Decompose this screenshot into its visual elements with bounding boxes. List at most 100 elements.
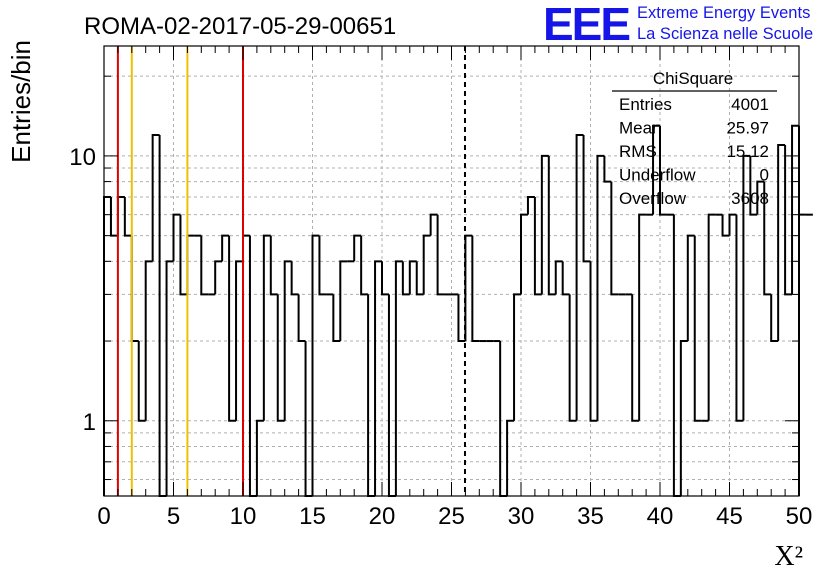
histogram-bin bbox=[165, 260, 174, 496]
x-tick-label: 20 bbox=[369, 503, 396, 530]
histogram-bin bbox=[262, 234, 271, 421]
histogram-bin bbox=[130, 235, 139, 343]
histogram-bin bbox=[242, 234, 250, 262]
stats-row-value: 25.97 bbox=[726, 119, 769, 138]
stats-row-label: Entries bbox=[619, 95, 672, 114]
histogram-bin bbox=[686, 234, 695, 342]
x-tick-label: 45 bbox=[716, 503, 743, 530]
x-tick-label: 30 bbox=[508, 503, 535, 530]
histogram-bin bbox=[200, 235, 209, 296]
stats-row-label: Underflow bbox=[619, 166, 696, 185]
x-tick-label: 40 bbox=[647, 503, 674, 530]
y-tick-label: 10 bbox=[69, 144, 96, 171]
histogram-bin bbox=[137, 341, 146, 422]
histogram-bin bbox=[652, 124, 660, 215]
histogram-bin bbox=[672, 214, 681, 497]
histogram-bin bbox=[221, 234, 230, 262]
x-tick-label: 50 bbox=[786, 503, 813, 530]
histogram-bin bbox=[248, 235, 257, 497]
histogram-bin bbox=[798, 125, 806, 216]
stats-row-value: 3608 bbox=[731, 189, 769, 208]
histogram-bin bbox=[735, 214, 744, 422]
histogram-bin bbox=[784, 144, 793, 296]
logo-mark: EEE bbox=[543, 0, 629, 50]
histogram-bin bbox=[679, 340, 688, 496]
histogram-bin bbox=[297, 294, 306, 343]
histogram-bin bbox=[520, 213, 528, 295]
histogram-bin bbox=[353, 234, 362, 262]
histogram-bin bbox=[533, 196, 542, 296]
axis-ticks bbox=[103, 46, 800, 496]
histogram-bin bbox=[179, 214, 188, 296]
histogram-bin bbox=[158, 134, 167, 497]
histogram-bin bbox=[408, 260, 417, 295]
histogram-bin bbox=[144, 260, 153, 421]
histogram-bin bbox=[186, 234, 195, 295]
histogram-bin bbox=[589, 261, 598, 422]
stats-row-label: Mean bbox=[619, 119, 662, 138]
histogram-bin bbox=[360, 235, 369, 296]
histogram-bin bbox=[387, 294, 396, 497]
stats-rows: Entries 4001 Mean 25.97 RMS 15.12 Underflow 0 Ov… bbox=[619, 95, 769, 208]
chart-title: ROMA-02-2017-05-29-00651 bbox=[84, 13, 396, 40]
y-tick-label: 1 bbox=[83, 409, 96, 436]
histogram-bin bbox=[394, 260, 403, 496]
histogram-bin bbox=[610, 181, 619, 296]
histogram-bin bbox=[749, 155, 758, 216]
histogram-bin bbox=[777, 143, 786, 342]
histogram-bin bbox=[269, 235, 278, 296]
histogram-bin bbox=[429, 213, 438, 236]
histogram-bin bbox=[283, 260, 292, 421]
x-tick-label: 35 bbox=[577, 503, 604, 530]
histogram-bin bbox=[457, 294, 466, 343]
histogram-bin bbox=[596, 154, 605, 421]
histogram-bin bbox=[422, 234, 431, 295]
histogram-bin bbox=[228, 235, 237, 422]
histogram-bin bbox=[540, 154, 549, 295]
histogram-bin bbox=[471, 235, 480, 343]
histogram-bin bbox=[235, 260, 243, 421]
histogram-bin bbox=[742, 154, 751, 421]
histogram-bin bbox=[311, 234, 320, 496]
x-axis-label: X² bbox=[774, 541, 803, 572]
histogram-bin bbox=[255, 419, 264, 496]
logo-line-2: La Scienza nelle Scuole bbox=[637, 25, 813, 43]
histogram-bin bbox=[304, 341, 313, 497]
logo-line-1: Extreme Energy Events bbox=[637, 4, 810, 22]
histogram-bin bbox=[575, 133, 584, 421]
histogram-bin bbox=[339, 260, 348, 342]
histogram-bin bbox=[214, 260, 223, 295]
histogram-bin bbox=[436, 214, 445, 296]
histogram-bin bbox=[554, 260, 563, 295]
histogram-bin bbox=[659, 125, 667, 216]
histogram-bin bbox=[374, 260, 382, 496]
histogram-bin bbox=[721, 214, 730, 237]
histogram-bin bbox=[513, 293, 521, 421]
histogram-bin bbox=[547, 155, 556, 296]
histogram-bin bbox=[499, 341, 508, 497]
reference-lines bbox=[116, 46, 466, 496]
histogram-bin bbox=[582, 134, 591, 263]
histogram-bin bbox=[638, 213, 647, 421]
histogram-bin bbox=[791, 124, 799, 295]
histogram-bin bbox=[290, 261, 299, 296]
stats-box-title: ChiSquare bbox=[653, 69, 733, 88]
x-tick-label: 0 bbox=[97, 503, 110, 530]
stats-row-value: 4001 bbox=[731, 95, 769, 114]
histogram-bin bbox=[318, 235, 327, 296]
stats-row-label: RMS bbox=[619, 142, 657, 161]
x-tick-label: 10 bbox=[230, 503, 257, 530]
histogram-bin bbox=[172, 213, 181, 262]
histogram-bin bbox=[103, 195, 111, 496]
histogram-bin bbox=[401, 261, 410, 296]
histogram-bin bbox=[109, 196, 118, 237]
histogram-bin bbox=[728, 213, 737, 236]
x-tick-label: 25 bbox=[438, 503, 465, 530]
histogram-bin bbox=[603, 155, 612, 183]
histogram-bin bbox=[123, 196, 132, 237]
histogram-bin bbox=[770, 294, 779, 343]
stats-row-value: 0 bbox=[760, 166, 769, 185]
histogram-bin bbox=[707, 213, 716, 421]
